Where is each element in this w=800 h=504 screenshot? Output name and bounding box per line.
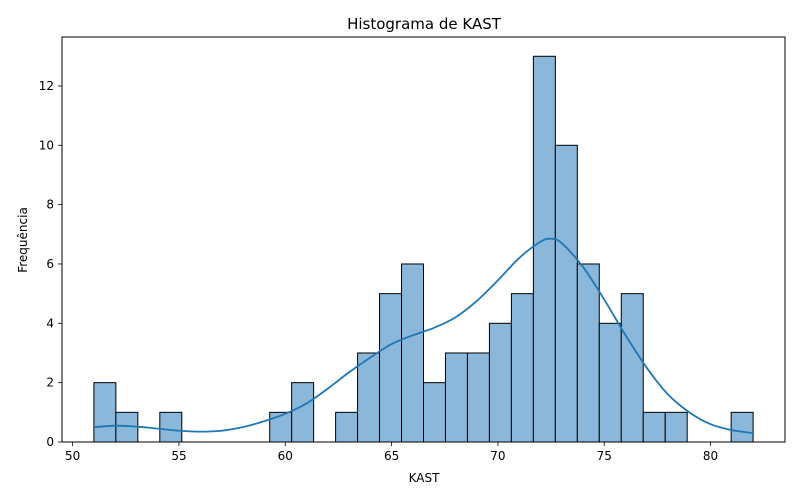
histogram-bar — [642, 411, 666, 443]
x-axis-ticks: 50 55 60 65 70 75 80 — [65, 442, 718, 463]
y-tick-label: 8 — [46, 198, 54, 212]
histogram-bar — [93, 382, 117, 443]
x-tick-label: 60 — [278, 449, 293, 463]
histogram-bar — [554, 144, 578, 443]
histogram-bar — [379, 293, 403, 443]
histogram-bar — [423, 382, 446, 443]
y-axis-ticks: 0 2 4 6 8 10 12 — [39, 79, 62, 449]
x-tick-label: 65 — [384, 449, 399, 463]
y-tick-label: 6 — [46, 257, 54, 271]
histogram-bar — [598, 322, 622, 443]
histogram-bar — [335, 411, 359, 443]
histogram-bar — [444, 352, 468, 443]
y-tick-label: 4 — [46, 316, 54, 330]
y-axis-label: Frequência — [16, 207, 30, 273]
histogram-bar — [269, 411, 293, 443]
histogram-bar — [510, 293, 534, 443]
histogram-bar — [664, 411, 688, 443]
histogram-bar — [357, 352, 381, 443]
histogram-bar — [291, 382, 315, 443]
plot-frame — [61, 36, 786, 443]
x-axis-label: KAST — [409, 471, 440, 485]
x-tick-label: 75 — [597, 449, 612, 463]
x-tick-label: 55 — [171, 449, 186, 463]
histogram-bar — [488, 322, 512, 443]
histogram-bar — [466, 352, 490, 443]
histogram-bar — [532, 55, 556, 443]
histogram-bar — [730, 411, 754, 443]
histogram-bar — [576, 263, 600, 443]
x-tick-label: 70 — [490, 449, 505, 463]
bars-layer — [93, 55, 754, 443]
x-tick-label: 80 — [703, 449, 718, 463]
y-tick-label: 10 — [39, 138, 54, 152]
y-tick-label: 0 — [46, 435, 54, 449]
y-tick-label: 12 — [39, 79, 54, 93]
kde-curve — [93, 237, 754, 434]
histogram-bar — [159, 411, 183, 443]
histogram-bar — [401, 263, 425, 443]
chart-title: Histograma de KAST — [347, 15, 502, 33]
histogram-bar — [620, 293, 644, 443]
x-tick-label: 50 — [65, 449, 80, 463]
y-tick-label: 2 — [46, 376, 54, 390]
